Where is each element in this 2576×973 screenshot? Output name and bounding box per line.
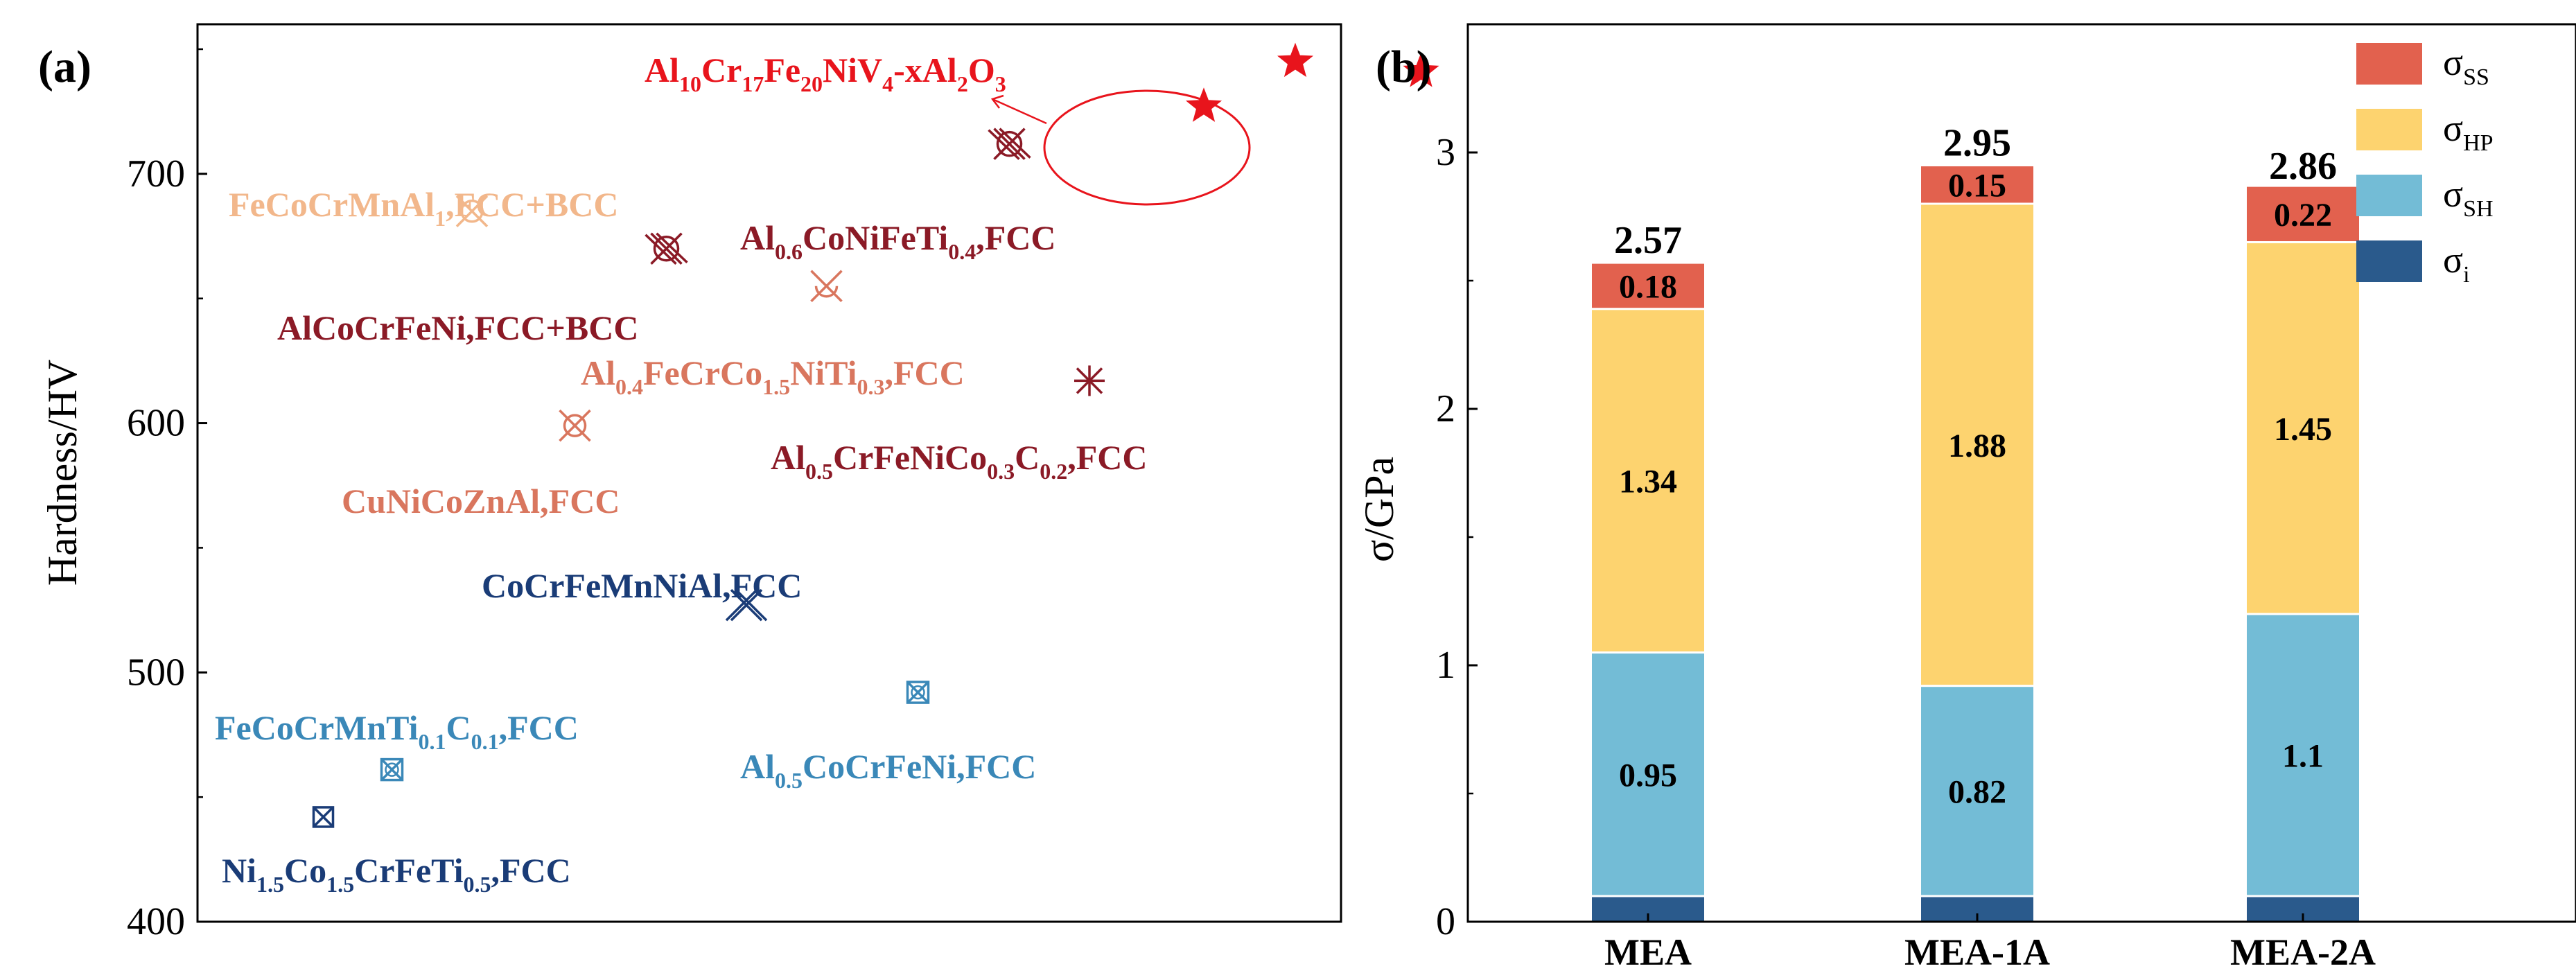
scatter-point <box>559 409 591 442</box>
bar-segment <box>2245 241 2361 615</box>
bar-segment <box>2245 184 2361 244</box>
compound-label: CoCrFeMnNiAl,FCC <box>482 566 802 605</box>
panel-b-y-tick-label: 2 <box>1436 387 1455 430</box>
oxide-group-ellipse <box>1043 89 1251 206</box>
legend-swatch <box>2356 175 2422 216</box>
panel-a-y-tick-label: 500 <box>127 651 185 694</box>
segment-value-label: 1.34 <box>1619 464 1677 500</box>
bar-segment <box>1919 685 2035 897</box>
compound-label: FeCoCrMnTi0.1C0.1,FCC <box>215 708 579 754</box>
compound-label: Al0.5CoCrFeNi,FCC <box>740 747 1036 793</box>
scatter-point <box>1403 52 1439 87</box>
bar-segment <box>1590 308 1706 654</box>
legend-swatch <box>2356 240 2422 282</box>
bar-segment <box>1590 651 1706 897</box>
legend-swatch <box>2356 43 2422 85</box>
compound-label: AlCoCrFeNi,FCC+BCC <box>277 308 638 347</box>
panel-b-x-ticks: MEA MEA-1A MEA-2A <box>1604 913 2376 973</box>
segment-value-label: 1.88 <box>1948 428 2006 464</box>
panel-b-label: (b) <box>1376 42 1432 92</box>
compound-label: CuNiCoZnAl,FCC <box>342 482 620 520</box>
panel-b-y-axis-label: σ/GPa <box>1356 457 1402 562</box>
panel-a-y-tick-label: 700 <box>127 152 185 195</box>
oxide-group-arrowhead <box>990 94 1004 109</box>
segment-value-label: 0.22 <box>2274 197 2332 234</box>
segment-value-label: 0.18 <box>1619 268 1677 305</box>
scatter-point <box>1074 365 1105 396</box>
panel-b-y-ticks: 0 1 2 3 <box>1436 131 1478 943</box>
compound-label: Al10Cr17Fe20NiV4-xAl2O3 <box>645 51 1006 96</box>
legend-label: σi <box>2443 239 2470 288</box>
panel-b-bars: 0.95 1.34 0.18 2.57 0.82 1.88 0.152.95 1.1 1.45 0… <box>1590 122 2361 923</box>
oxide-group-arrow <box>992 98 1047 125</box>
legend-label: σSH <box>2443 173 2494 222</box>
panel-a-scatter: (a) Hardness/HV 400 500 600 700 Al10Cr17Fe2… <box>38 23 1439 943</box>
panel-b-y-tick-label: 3 <box>1436 131 1455 174</box>
panel-b-y-tick-label: 1 <box>1436 644 1455 687</box>
compound-label: Al0.5CrFeNiCo0.3C0.2,FCC <box>771 438 1148 484</box>
panel-a-labels: Al10Cr17Fe20NiV4-xAl2O3 FeCoCrMnAl1,FCC+B… <box>215 51 1148 897</box>
segment-value-label: 0.95 <box>1619 757 1677 794</box>
category-label: MEA <box>1604 931 1692 973</box>
legend-label: σHP <box>2443 107 2494 156</box>
scatter-point <box>988 128 1031 160</box>
panel-b-frame <box>1466 23 2576 923</box>
scatter-point <box>645 232 688 265</box>
segment-value-label: 1.1 <box>2282 738 2324 775</box>
bar-total-label: 2.86 <box>2269 145 2337 188</box>
scatter-point <box>810 270 843 302</box>
panel-a-y-tick-label: 600 <box>127 402 185 445</box>
panel-a-frame <box>196 23 1342 923</box>
panel-a-y-tick-label: 400 <box>127 900 185 943</box>
panel-a-y-axis-label: Hardness/HV <box>40 360 85 586</box>
scatter-point <box>1277 42 1314 78</box>
panel-a-points <box>312 42 1439 828</box>
bar-segment <box>1590 261 1706 310</box>
legend-label: σSS <box>2443 42 2489 90</box>
compound-label: Ni1.5Co1.5CrFeTi0.5,FCC <box>222 851 571 897</box>
panel-b-stacked-bar: (b) σ/GPa 0.951.340.182.570.821.880.152.… <box>1356 23 2576 973</box>
bar-segment <box>2245 613 2361 897</box>
segment-value-label: 0.82 <box>1948 773 2006 810</box>
scatter-point <box>380 757 404 782</box>
scatter-point <box>1185 87 1223 122</box>
panel-a-y-ticks: 400 500 600 700 <box>127 48 207 943</box>
compound-label: Al0.4FeCrCo1.5NiTi0.3,FCC <box>581 353 965 399</box>
panel-a-callout <box>990 89 1251 206</box>
scatter-point <box>906 681 930 704</box>
scatter-point <box>455 195 489 228</box>
legend-swatch <box>2356 109 2422 150</box>
bar-total-label: 2.57 <box>1614 219 1682 262</box>
panel-a-label: (a) <box>38 42 91 92</box>
category-label: MEA-2A <box>2230 931 2376 973</box>
scatter-point <box>312 806 335 828</box>
segment-value-label: 0.15 <box>1948 167 2006 204</box>
panel-b-legend: σSS σHP σSH σi <box>2356 42 2494 288</box>
bar-total-label: 2.95 <box>1943 122 2011 165</box>
bar-segment <box>1919 164 2035 205</box>
compound-label: FeCoCrMnAl1,FCC+BCC <box>229 185 618 231</box>
bar-segment <box>1919 202 2035 687</box>
compound-label: Al0.6CoNiFeTi0.4,FCC <box>740 218 1055 264</box>
panel-b-y-tick-label: 0 <box>1436 900 1455 943</box>
segment-value-label: 1.45 <box>2274 411 2332 448</box>
scatter-point <box>725 588 768 622</box>
category-label: MEA-1A <box>1904 931 2050 973</box>
